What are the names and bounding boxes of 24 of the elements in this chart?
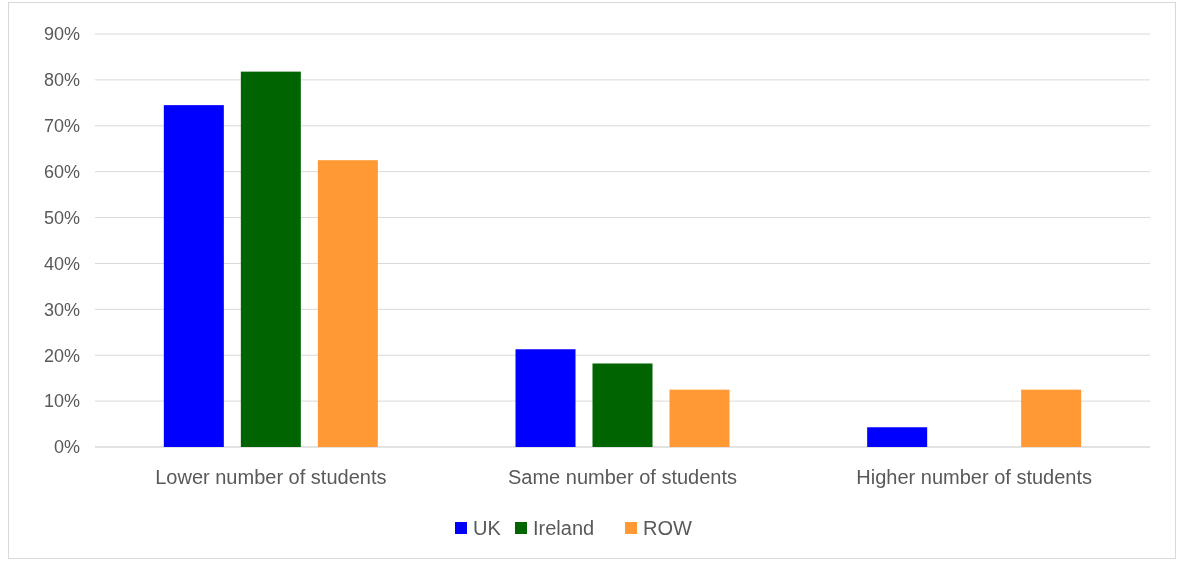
y-tick-label: 80% bbox=[43, 70, 80, 91]
legend-label: ROW bbox=[643, 517, 692, 539]
y-tick-label: 90% bbox=[43, 24, 80, 45]
legend-label: Ireland bbox=[533, 517, 595, 539]
y-tick-label: 70% bbox=[43, 116, 80, 137]
x-tick-label: Lower number of students bbox=[155, 466, 387, 488]
x-tick-label: Same number of students bbox=[507, 466, 738, 488]
bar bbox=[592, 363, 653, 447]
bar bbox=[867, 427, 928, 447]
bar bbox=[669, 389, 730, 447]
y-tick-label: 50% bbox=[43, 207, 80, 228]
legend-label: UK bbox=[473, 517, 502, 539]
y-tick-label: 0% bbox=[53, 437, 80, 458]
bar bbox=[317, 160, 378, 447]
y-tick-label: 60% bbox=[43, 161, 80, 182]
bar bbox=[515, 349, 576, 447]
bar bbox=[240, 71, 301, 447]
y-tick-label: 40% bbox=[43, 253, 80, 274]
bar bbox=[163, 105, 224, 447]
y-tick-label: 10% bbox=[43, 391, 80, 412]
y-tick-label: 20% bbox=[43, 345, 80, 366]
bar bbox=[1021, 389, 1082, 447]
y-tick-label: 30% bbox=[43, 299, 80, 320]
x-tick-label: Higher number of students bbox=[856, 466, 1093, 488]
